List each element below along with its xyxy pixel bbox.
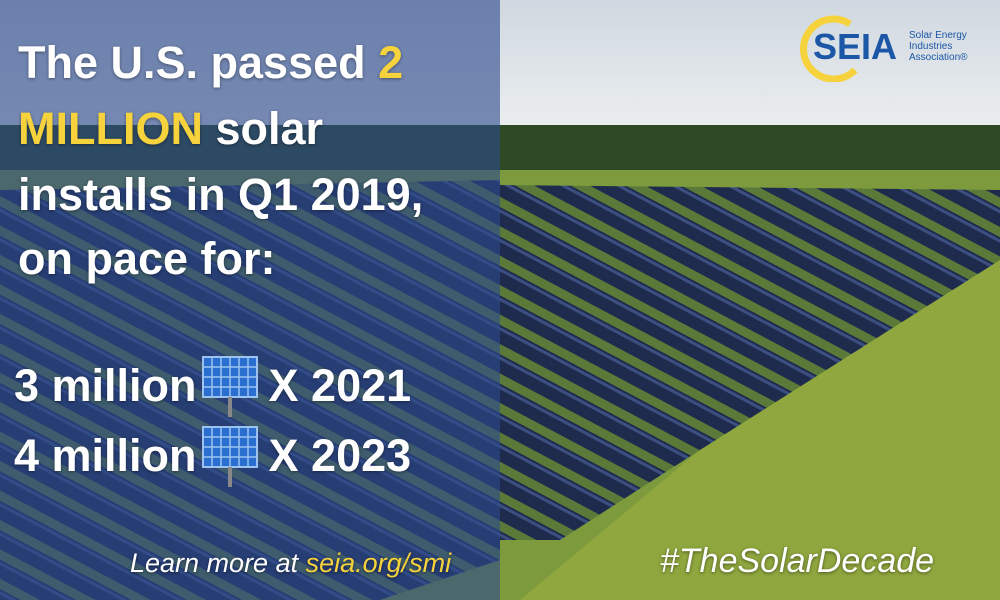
- headline-highlight: MILLION: [18, 103, 203, 154]
- logo-name: SEIA: [813, 26, 898, 67]
- logo: SEIA Solar Energy Industries Association…: [795, 12, 990, 82]
- logo-arc: [800, 15, 858, 82]
- solar-icon: [201, 426, 258, 487]
- headline-text: on pace for:: [18, 233, 276, 284]
- footer-link[interactable]: seia.org/smi: [305, 548, 452, 578]
- headline-text: The U.S. passed: [18, 37, 379, 88]
- stat-year: X 2023: [268, 430, 412, 481]
- stat-row: 4 million X 2023: [14, 425, 411, 487]
- headline-text: solar: [202, 103, 324, 154]
- headline-line: MILLION solar: [18, 106, 323, 151]
- stat-year: X 2021: [268, 360, 412, 411]
- hashtag: #TheSolarDecade: [660, 542, 935, 580]
- footer-left: Learn more at seia.org/smi: [130, 548, 451, 579]
- stat-amount: 3 million: [14, 360, 197, 411]
- logo-line: Association®: [909, 52, 968, 63]
- headline-line: The U.S. passed 2: [18, 40, 403, 85]
- logo-line: Solar Energy: [909, 30, 967, 41]
- headline-text: installs in Q1 2019,: [18, 169, 424, 220]
- stat-row: 3 million X 2021: [14, 355, 411, 417]
- solar-icon: [201, 356, 258, 417]
- stat-amount: 4 million: [14, 430, 197, 481]
- footer-lead: Learn more at: [130, 548, 306, 578]
- logo-line: Industries: [909, 41, 953, 52]
- headline-highlight: 2: [378, 37, 404, 88]
- logo-subtitle: Solar Energy Industries Association®: [909, 30, 968, 63]
